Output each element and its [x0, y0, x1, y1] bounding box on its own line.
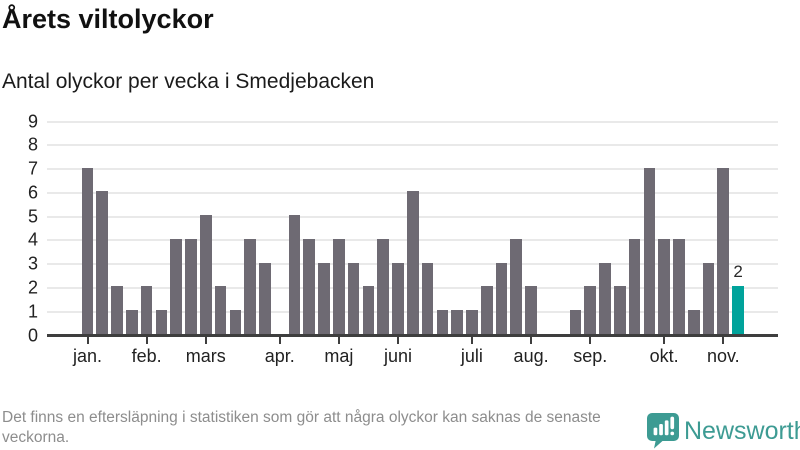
bar: [584, 286, 597, 334]
bar: [185, 238, 197, 334]
month-label: jan.: [72, 345, 103, 366]
gridline: [47, 168, 778, 171]
bar: [451, 310, 463, 334]
y-tick-label: 0: [27, 325, 38, 345]
bar: [495, 262, 508, 334]
bar: [525, 286, 537, 334]
month-tick: [337, 337, 340, 344]
bar: [362, 286, 375, 334]
bar: [303, 238, 316, 334]
bar: [392, 262, 404, 334]
month-label: aug.: [513, 345, 549, 366]
month-tick: [204, 337, 207, 344]
chart-title: Årets viltolyckor: [2, 4, 214, 34]
bar: [613, 286, 626, 334]
bar: [673, 238, 685, 334]
month-tick: [722, 337, 725, 344]
bar: [599, 262, 611, 334]
bar: [170, 238, 182, 334]
y-tick-label: 6: [27, 182, 38, 203]
bar: [288, 215, 301, 334]
newsworthy-wordmark: Newsworthy: [684, 417, 800, 445]
bar: [229, 310, 242, 334]
newsworthy-bubble-chart-icon: [646, 412, 680, 450]
bar: [628, 238, 641, 334]
month-label: okt.: [649, 345, 679, 366]
month-tick: [663, 337, 666, 344]
x-axis-line: [47, 334, 778, 337]
bar: [702, 262, 715, 334]
month-tick: [86, 337, 89, 344]
bar: [466, 310, 478, 334]
bar: [199, 215, 212, 334]
y-tick-label: 3: [27, 253, 38, 274]
bar: [333, 238, 345, 334]
month-label: feb.: [131, 345, 162, 366]
month-tick: [397, 337, 399, 344]
highlight-value-label: 2: [733, 262, 743, 282]
month-label: juli: [460, 345, 483, 366]
bar-highlighted: [732, 286, 744, 334]
y-tick-label: 4: [27, 229, 38, 250]
month-label: apr.: [264, 345, 295, 366]
bar: [436, 310, 449, 334]
chart-subtitle: Antal olyckor per vecka i Smedjebacken: [2, 70, 375, 93]
bar: [140, 286, 153, 334]
y-tick-label: 2: [27, 277, 38, 298]
y-tick-label: 7: [27, 158, 38, 179]
bar: [717, 167, 730, 334]
bar: [643, 167, 656, 334]
bar: [126, 310, 138, 334]
month-label: juni: [383, 345, 413, 366]
month-label: mars: [185, 345, 226, 366]
month-tick: [470, 337, 473, 344]
bar: [155, 310, 168, 334]
month-tick: [278, 337, 281, 344]
newsworthy-logo: Newsworthy: [646, 412, 800, 450]
bar: [658, 238, 670, 334]
bar: [214, 286, 227, 334]
month-label: sep.: [573, 345, 608, 366]
month-tick: [145, 337, 148, 344]
bar: [81, 167, 94, 334]
footer-note: Det finns en eftersläpning i statistiken…: [2, 409, 601, 446]
y-tick-label: 1: [27, 301, 38, 322]
month-label: maj: [324, 345, 354, 366]
bar: [510, 238, 523, 334]
bar: [421, 262, 434, 334]
bar: [111, 286, 123, 334]
bar: [96, 191, 109, 334]
y-tick-label: 9: [27, 111, 38, 131]
month-tick: [530, 337, 533, 344]
bar: [480, 286, 493, 334]
bar: [259, 262, 271, 334]
month-tick: [589, 337, 592, 344]
bar: [687, 310, 700, 334]
bar: [406, 191, 419, 334]
bar: [569, 310, 582, 334]
month-label: nov.: [706, 345, 740, 366]
bar: [377, 238, 389, 334]
y-tick-label: 8: [27, 134, 38, 155]
bar: [347, 262, 360, 334]
bar: [244, 238, 256, 334]
y-tick-label: 5: [27, 206, 38, 227]
bar: [318, 262, 330, 334]
gridline: [47, 120, 778, 123]
gridline: [47, 144, 778, 147]
